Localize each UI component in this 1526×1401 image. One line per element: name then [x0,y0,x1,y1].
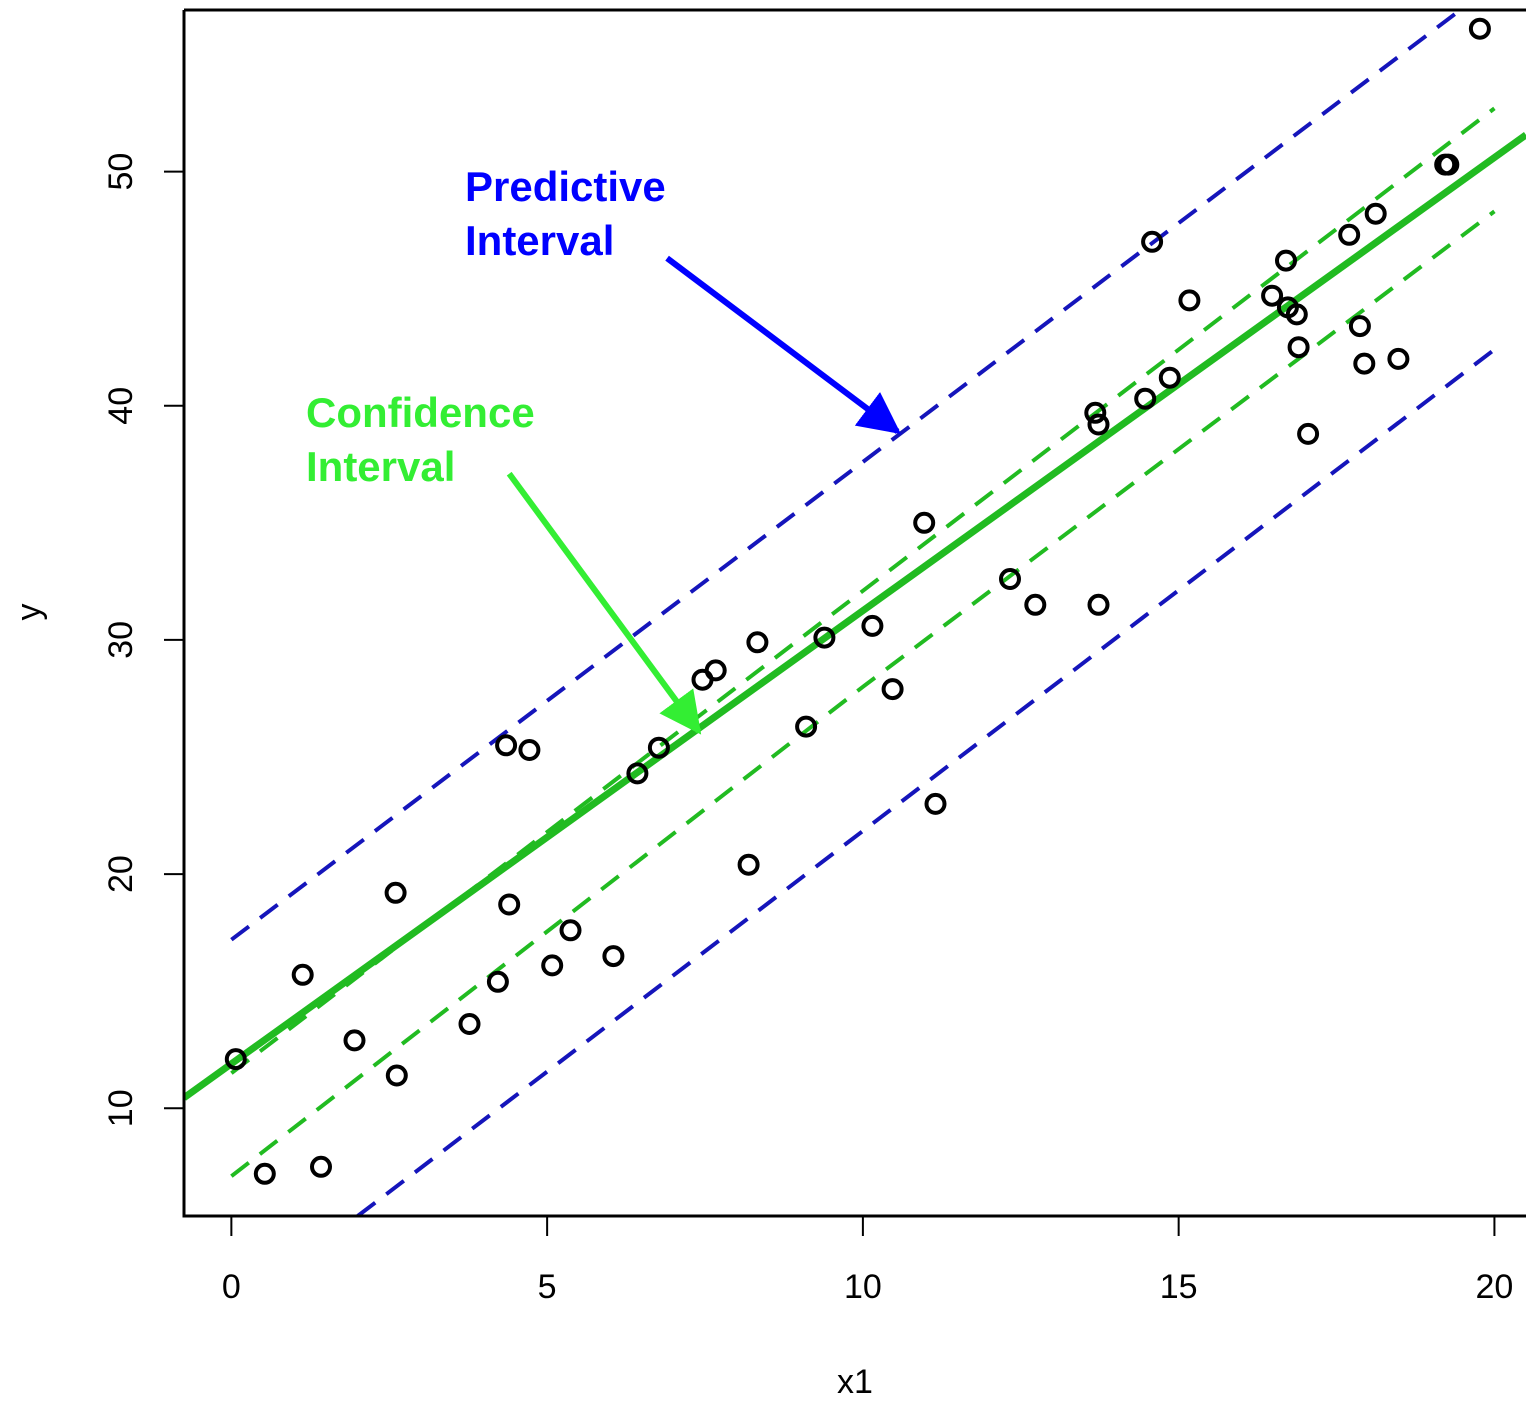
x-axis-title: x1 [837,1363,873,1401]
data-point [647,736,670,759]
data-point [626,762,649,785]
data-point [1348,315,1371,338]
predictive-interval-arrow [665,255,901,435]
predictive-interval-lines [230,10,1496,1216]
data-point [1275,249,1297,272]
data-point [1285,303,1308,326]
data-point [602,945,625,968]
data-point [913,511,936,534]
data-point [1141,230,1164,253]
annotations: Predictive Interval Confidence Interval [306,163,901,735]
predictive-interval-upper [230,10,1464,942]
y-tick-label: 10 [102,1089,140,1127]
data-point [1087,593,1110,616]
predictive-interval-label-line1: Predictive [465,163,666,210]
y-tick-label: 20 [102,855,140,893]
data-point [1468,17,1491,40]
confidence-interval-label-line1: Confidence [306,389,535,436]
y-tick-label: 30 [102,621,140,659]
plot-area [184,10,1526,1216]
data-point [1437,153,1460,176]
confidence-interval-label-line2: Interval [306,443,455,490]
data-point [343,1029,366,1052]
data-point [1364,202,1387,225]
data-point [737,853,760,876]
data-point [1024,593,1047,616]
data-point [924,792,947,815]
x-tick-label: 20 [1476,1268,1514,1306]
data-point [1084,401,1107,424]
x-axis: 0 5 10 15 20 [222,1215,1514,1306]
data-point [310,1155,332,1178]
data-point [1087,413,1110,436]
x-tick-label: 5 [538,1268,557,1306]
data-point [541,954,564,977]
x-tick-label: 10 [844,1268,882,1306]
data-points [224,17,1491,1185]
data-point [1297,422,1320,445]
x-tick-label: 15 [1160,1268,1198,1306]
y-axis: 10 20 30 40 50 [102,153,184,1127]
data-point [385,1064,408,1087]
data-point [861,614,884,637]
data-point [253,1162,276,1185]
data-point [795,715,818,738]
data-point [999,568,1021,590]
data-point [495,734,518,757]
data-point [746,631,769,654]
data-point [559,919,582,942]
data-point [1387,347,1410,370]
confidence-interval-arrow [506,471,702,735]
predictive-interval-lower [356,348,1496,1216]
data-point [458,1013,481,1035]
y-tick-label: 50 [102,153,140,191]
y-tick-label: 40 [102,387,140,425]
confidence-interval-lower [230,209,1496,1178]
data-point [881,678,904,701]
data-point [518,739,541,761]
data-point [224,1048,247,1071]
data-point [291,963,314,986]
confidence-interval-lines [230,106,1496,1178]
data-point [813,626,836,649]
data-point [1287,336,1310,359]
data-point [1353,352,1376,375]
x-tick-label: 0 [222,1268,241,1306]
predictive-interval-label-line2: Interval [465,217,614,264]
data-point [1134,387,1157,410]
y-axis-title: y [10,604,48,621]
data-point [486,970,509,993]
data-point [1261,284,1284,307]
data-point [1178,289,1201,312]
regression-line [184,132,1526,1101]
data-point [1338,223,1361,246]
regression-line-group [184,132,1526,1101]
data-point [384,881,407,904]
data-point [1158,366,1181,389]
data-point [498,893,521,916]
data-point [704,659,727,682]
